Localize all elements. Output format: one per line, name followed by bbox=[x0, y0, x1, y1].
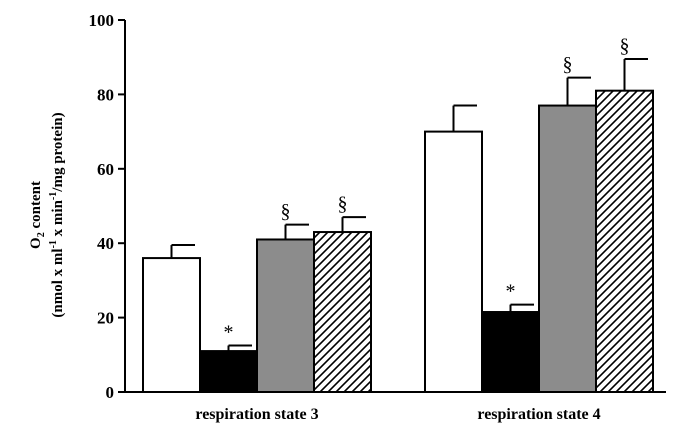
significance-marker: * bbox=[224, 322, 234, 344]
x-category-label: respiration state 3 bbox=[195, 406, 318, 423]
y-axis-label-line2: (nmol x ml-1 x min-1/mg protein) bbox=[48, 112, 66, 317]
bar bbox=[595, 89, 654, 394]
y-tick-label: 0 bbox=[106, 383, 115, 402]
significance-marker: § bbox=[620, 35, 630, 57]
y-tick-label: 100 bbox=[89, 11, 115, 30]
y-axis-label: O2 content (nmol x ml-1 x min-1/mg prote… bbox=[28, 112, 66, 317]
bar bbox=[256, 238, 315, 393]
bar bbox=[481, 311, 540, 393]
bar bbox=[538, 104, 597, 393]
bar bbox=[313, 231, 372, 393]
bar bbox=[424, 130, 483, 393]
bar bbox=[142, 257, 201, 393]
y-tick-label: 20 bbox=[97, 309, 114, 328]
y-tick-label: 60 bbox=[97, 160, 114, 179]
x-category-label: respiration state 4 bbox=[477, 406, 600, 423]
y-axis: 0 20 40 60 80 100 bbox=[89, 11, 126, 402]
significance-marker: § bbox=[281, 201, 291, 223]
x-axis: respiration state 3 respiration state 4 bbox=[125, 391, 666, 423]
significance-marker: § bbox=[338, 193, 348, 215]
y-tick-label: 40 bbox=[97, 234, 114, 253]
y-axis-label-line1: O2 content bbox=[28, 181, 47, 249]
y-tick-label: 80 bbox=[97, 85, 114, 104]
significance-marker: * bbox=[506, 281, 516, 303]
significance-marker: § bbox=[563, 54, 573, 76]
bar bbox=[199, 350, 258, 393]
